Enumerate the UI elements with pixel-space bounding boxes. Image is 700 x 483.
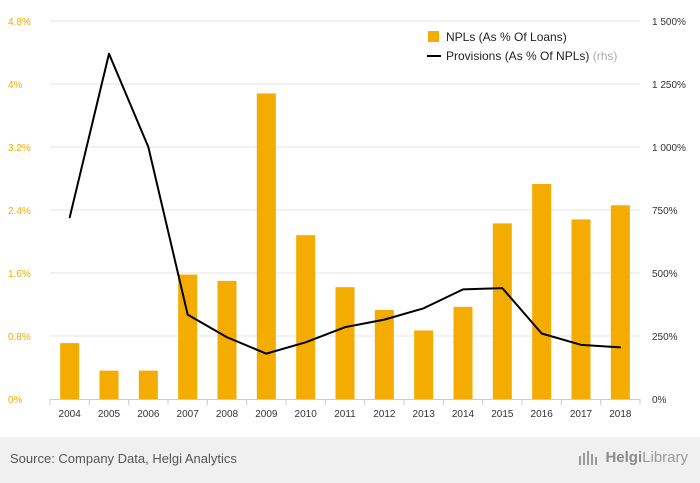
line-point bbox=[68, 216, 71, 219]
legend-label-line-name: Provisions (As % Of NPLs) bbox=[446, 49, 593, 63]
y-right-tick-label: 500% bbox=[652, 269, 678, 280]
y-left-tick-label: 4.8% bbox=[8, 17, 31, 28]
y-left-tick-label: 1.6% bbox=[8, 269, 31, 280]
brand-name-rest: Library bbox=[642, 449, 688, 466]
bar bbox=[532, 184, 552, 399]
library-icon bbox=[579, 450, 598, 465]
bar bbox=[414, 330, 434, 399]
bar bbox=[60, 343, 80, 399]
x-tick-label: 2015 bbox=[491, 409, 514, 420]
line-point bbox=[265, 352, 268, 355]
x-tick-label: 2008 bbox=[216, 409, 239, 420]
combo-chart: 0% 0.8% 1.6% 2.4% 3.2% 4% 4.8% 0% 250% 500% 750% 1 … bbox=[8, 17, 686, 420]
bar bbox=[99, 370, 119, 399]
y-left-tick-label: 3.2% bbox=[8, 143, 31, 154]
bar bbox=[492, 223, 512, 399]
y-left-tick-label: 0% bbox=[8, 395, 23, 406]
y-right-tick-label: 1 000% bbox=[652, 143, 686, 154]
line-point bbox=[383, 318, 386, 321]
legend-swatch-bars bbox=[428, 31, 439, 42]
bar bbox=[453, 306, 473, 399]
x-tick-label: 2018 bbox=[609, 409, 632, 420]
bar bbox=[610, 205, 630, 399]
brand-name-bold: Helgi bbox=[605, 449, 643, 466]
x-tick-label: 2010 bbox=[295, 409, 318, 420]
bar bbox=[335, 287, 355, 399]
footer: Source: Company Data, Helgi Analytics He… bbox=[0, 437, 700, 483]
line-point bbox=[462, 288, 464, 291]
y-left-tick-label: 4% bbox=[8, 80, 23, 91]
line-point bbox=[147, 146, 150, 148]
line-point bbox=[108, 52, 110, 55]
y-right-tick-label: 750% bbox=[652, 206, 678, 217]
y-left-tick-label: 2.4% bbox=[8, 206, 31, 217]
y-right-tick-label: 0% bbox=[652, 395, 667, 406]
line-point bbox=[540, 332, 543, 335]
line-point bbox=[619, 346, 622, 349]
y-right-tick-label: 1 250% bbox=[652, 80, 686, 91]
x-tick-label: 2017 bbox=[570, 409, 593, 420]
y-left-tick-label: 0.8% bbox=[8, 332, 31, 343]
bar bbox=[138, 370, 158, 399]
legend-label-line-suffix: (rhs) bbox=[593, 49, 618, 63]
line-point bbox=[422, 307, 425, 310]
x-tick-label: 2014 bbox=[452, 409, 475, 420]
x-tick-label: 2006 bbox=[137, 409, 160, 420]
line-point bbox=[186, 313, 189, 316]
bar bbox=[178, 274, 198, 399]
y-right-tick-label: 250% bbox=[652, 332, 678, 343]
bar bbox=[571, 219, 591, 399]
x-tick-label: 2004 bbox=[59, 409, 82, 420]
y-right-tick-label: 1 500% bbox=[652, 17, 686, 28]
bar bbox=[256, 93, 276, 399]
line-point bbox=[304, 341, 307, 344]
x-tick-label: 2016 bbox=[531, 409, 554, 420]
x-tick-label: 2009 bbox=[255, 409, 278, 420]
line-point bbox=[226, 336, 228, 339]
bar bbox=[296, 235, 316, 399]
x-tick-label: 2011 bbox=[334, 409, 356, 420]
x-tick-label: 2005 bbox=[98, 409, 121, 420]
x-tick-label: 2007 bbox=[177, 409, 200, 420]
bar bbox=[217, 280, 237, 399]
x-tick-label: 2013 bbox=[413, 409, 436, 420]
line-point bbox=[580, 344, 582, 346]
bar bbox=[374, 310, 394, 399]
x-tick-label: 2012 bbox=[373, 409, 396, 420]
brand-logo[interactable]: HelgiLibrary bbox=[578, 449, 688, 466]
legend-label-line: Provisions (As % Of NPLs) (rhs) bbox=[446, 49, 617, 63]
source-text: Source: Company Data, Helgi Analytics bbox=[10, 451, 237, 466]
legend-label-bars: NPLs (As % Of Loans) bbox=[446, 30, 567, 44]
line-point bbox=[501, 287, 504, 289]
line-point bbox=[344, 326, 346, 328]
